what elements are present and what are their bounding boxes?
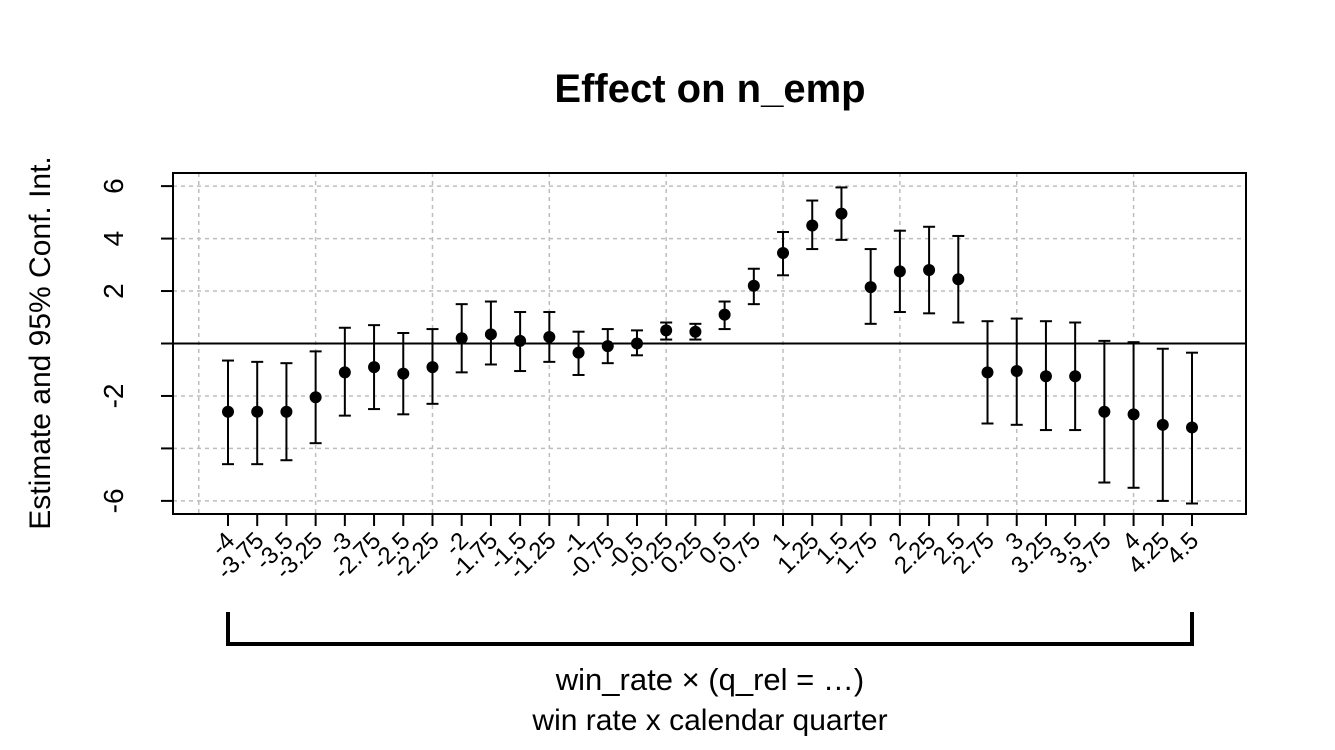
estimate-point [397,367,410,380]
estimate-point [1098,405,1111,418]
y-tick-label: 2 [98,283,129,299]
estimate-point [222,405,234,418]
estimate-point [543,330,556,343]
estimate-point [514,334,527,347]
y-axis: 6 4 2 -2 -6 [98,178,173,513]
y-axis-label: Estimate and 95% Conf. Int. [24,156,57,530]
estimate-point [1127,408,1140,421]
y-tick-label: 6 [98,178,129,194]
confidence-interval-layer [222,186,1198,505]
estimate-point [981,366,994,379]
estimate-point [251,405,264,418]
estimate-point [309,391,322,404]
x-tick-label: 4.5 [1162,527,1205,570]
x-axis: -4-3.75-3.5-3.25-3-2.75-2.5-2.25-2-1.75-… [206,514,1204,585]
estimate-point [923,264,936,277]
estimate-point [455,332,468,345]
x-bracket-label: win_rate × (q_rel = …) [555,662,864,697]
estimate-point [484,328,497,341]
estimate-point [864,281,877,294]
estimate-point [747,279,760,292]
y-tick-label: -2 [98,384,129,409]
estimate-point [630,337,643,350]
estimate-point [601,340,614,353]
estimate-point [1186,421,1198,434]
estimate-point [426,361,439,374]
estimate-point [368,361,381,374]
estimate-point [689,325,702,338]
estimate-point [835,207,848,220]
estimate-point [893,265,906,278]
estimate-point [280,405,293,418]
estimate-point [338,366,351,379]
y-tick-label: -6 [98,488,129,513]
estimate-point [777,247,790,260]
y-tick-label: 4 [98,231,129,247]
estimate-point [1010,365,1023,378]
estimate-point [572,346,585,359]
x-axis-label: win rate x calendar quarter [531,704,887,737]
estimate-point [952,273,965,286]
chart-title: Effect on n_emp [554,67,865,111]
x-bracket [226,612,1194,646]
estimate-point [1039,370,1052,383]
estimate-point-layer [222,207,1198,434]
estimate-point [806,219,819,232]
estimate-point [1156,418,1169,431]
estimate-point [660,324,673,337]
estimate-point [718,308,731,321]
estimate-point [1069,370,1082,383]
